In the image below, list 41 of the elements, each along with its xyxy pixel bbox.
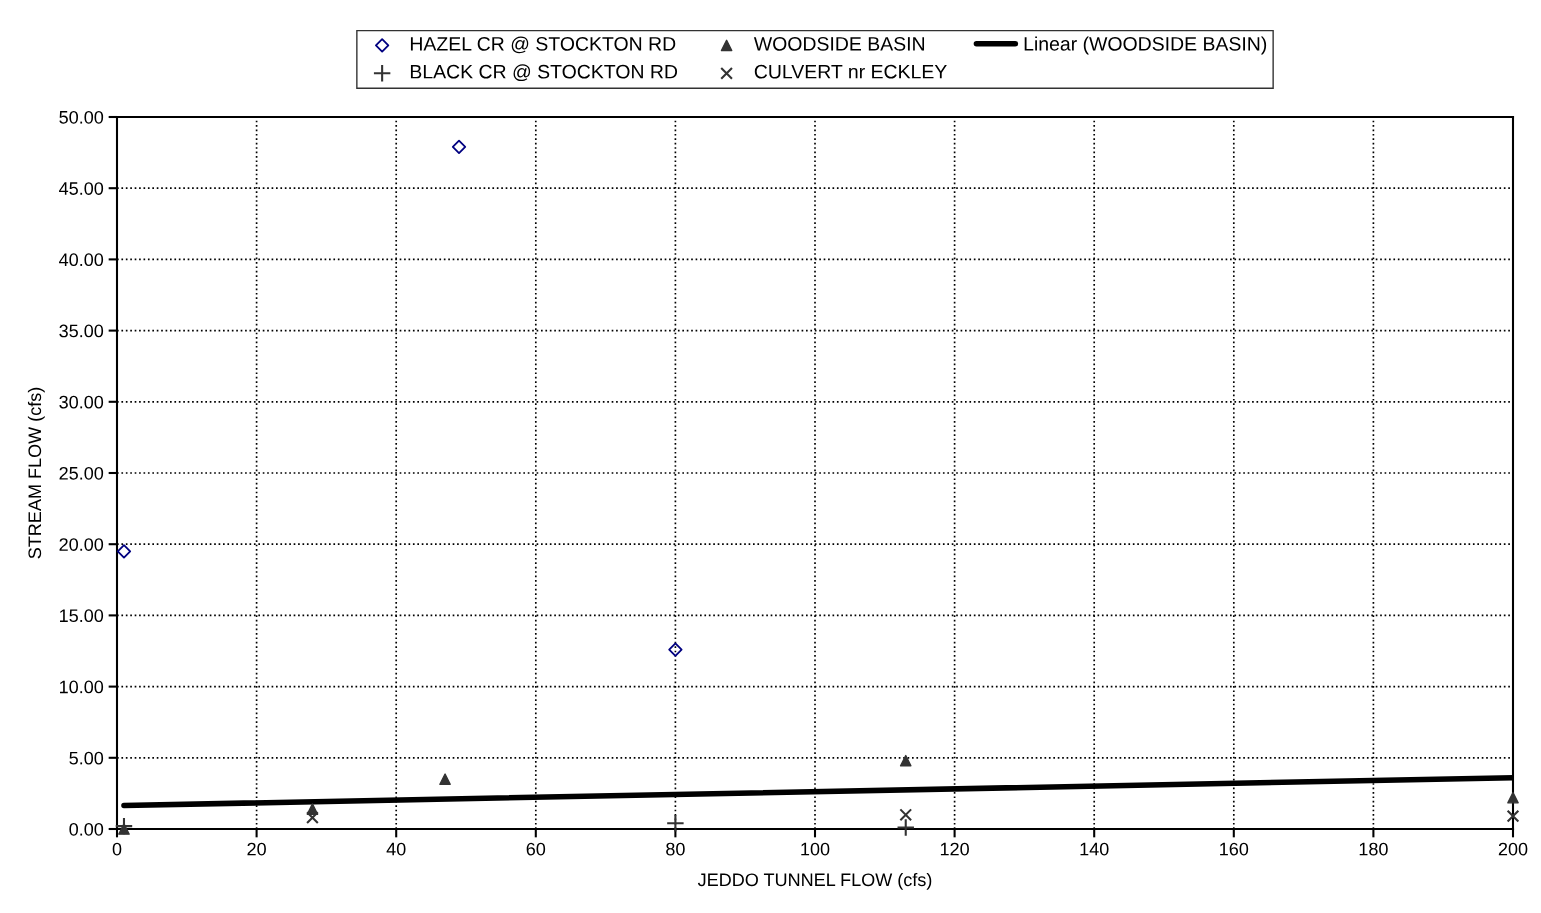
- y-tick-label: 0.00: [69, 822, 104, 836]
- point: [668, 642, 683, 657]
- y-tick-label: 5.00: [69, 751, 104, 765]
- point: [1506, 809, 1520, 823]
- x-tick-label: 0: [112, 842, 122, 856]
- y-tick-label: 45.00: [59, 182, 104, 195]
- legend-label: BLACK CR @ STOCKTON RD: [410, 64, 678, 82]
- x-tick-label: 100: [801, 842, 830, 856]
- x-tick-label: 140: [1080, 842, 1109, 856]
- x-tick-label: 160: [1220, 842, 1249, 856]
- y-tick-label: 40.00: [59, 253, 104, 267]
- point: [1507, 791, 1519, 804]
- point: [306, 811, 319, 825]
- point: [899, 808, 913, 822]
- point: [114, 816, 134, 836]
- point: [896, 818, 915, 837]
- point: [899, 754, 912, 767]
- y-axis-title: STREAM FLOW (cfs): [27, 387, 45, 559]
- x-tick-label: 80: [666, 842, 685, 856]
- x-axis-title: JEDDO TUNNEL FLOW (cfs): [697, 872, 932, 890]
- y-tick-label: 30.00: [59, 395, 104, 409]
- legend-label: CULVERT nr ECKLEY: [754, 64, 947, 79]
- x-tick-label: 200: [1498, 842, 1528, 856]
- x-tick-label: 20: [247, 842, 266, 856]
- y-tick-label: 35.00: [59, 324, 104, 338]
- y-tick-label: 20.00: [59, 538, 104, 551]
- y-tick-label: 25.00: [59, 466, 104, 480]
- y-tick-label: 50.00: [59, 110, 104, 124]
- point: [116, 544, 132, 559]
- x-tick-label: 40: [386, 842, 406, 856]
- point: [451, 139, 467, 155]
- legend-label: Linear (WOODSIDE BASIN): [1024, 36, 1267, 55]
- legend-label: HAZEL CR @ STOCKTON RD: [410, 36, 676, 54]
- x-tick-label: 120: [940, 842, 969, 856]
- x-tick-label: 60: [526, 842, 546, 856]
- y-tick-label: 10.00: [60, 680, 104, 694]
- point: [439, 773, 451, 786]
- y-tick-label: 15.00: [60, 609, 104, 623]
- x-tick-label: 180: [1359, 842, 1388, 856]
- legend-label: WOODSIDE BASIN: [753, 36, 925, 51]
- point: [666, 814, 685, 833]
